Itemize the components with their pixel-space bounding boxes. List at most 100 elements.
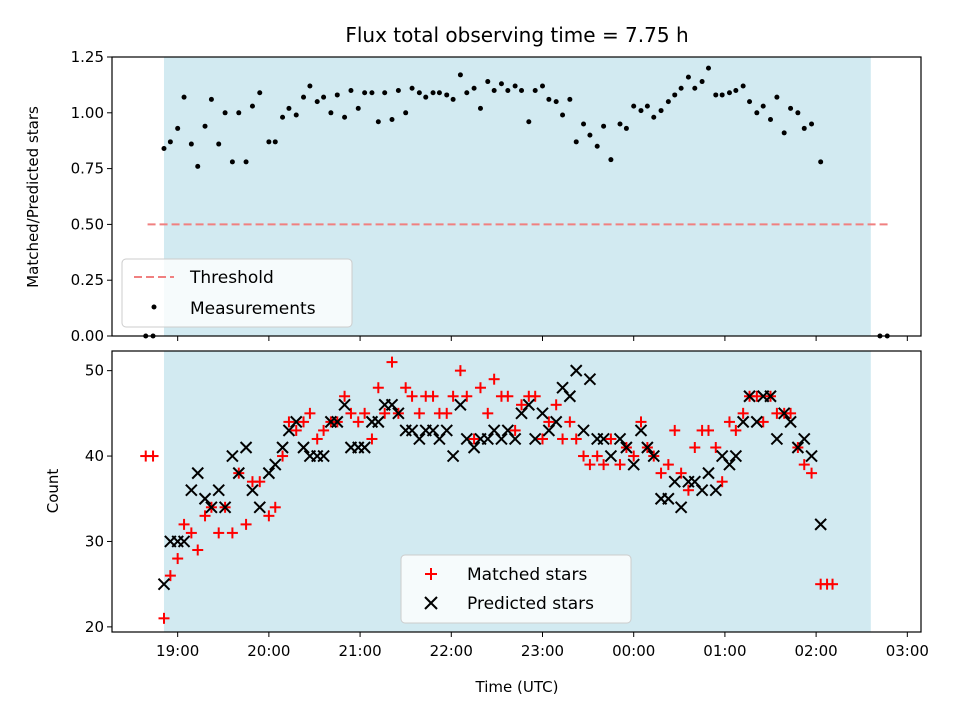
x-tick-label: 03:00: [886, 642, 929, 660]
matched-star-point: [240, 518, 252, 530]
predicted-star-point: [157, 577, 171, 591]
measurement-point: [623, 125, 629, 131]
predicted-star-point: [662, 492, 675, 505]
bottom-y-ticks: 20 30 40 50: [85, 362, 112, 636]
matched-star-point: [366, 433, 378, 445]
matched-star-point: [598, 459, 610, 471]
measurement-point: [788, 105, 794, 111]
measurement-point: [685, 74, 691, 80]
measurement-point: [539, 83, 545, 89]
matched-star-point: [178, 518, 190, 530]
measurement-point: [208, 96, 214, 102]
predicted-star-point: [338, 398, 351, 412]
matched-star-point: [702, 424, 714, 436]
measurement-point: [249, 103, 255, 109]
measurement-point: [369, 90, 375, 96]
matched-star-point: [723, 416, 735, 428]
matched-star-point: [379, 407, 391, 419]
measurement-point: [519, 87, 525, 93]
predicted-star-point: [297, 441, 310, 454]
matched-star-point: [689, 442, 701, 454]
predicted-star-point: [185, 484, 198, 497]
measurement-point: [754, 110, 760, 116]
measurement-point: [692, 85, 698, 91]
matched-star-point: [757, 416, 769, 428]
measurement-point: [477, 105, 483, 111]
matched-star-point: [372, 382, 384, 394]
matched-star-point: [516, 399, 528, 411]
y-tick-label: 0.75: [71, 160, 104, 178]
y-tick-label: 30: [85, 532, 104, 550]
predicted-star-point: [563, 390, 577, 403]
matched-star-point: [345, 407, 357, 419]
measurement-point: [532, 87, 538, 93]
measurement-point: [491, 87, 497, 93]
measurement-point: [423, 94, 429, 100]
measurement-point: [719, 92, 725, 98]
predicted-star-point: [508, 432, 522, 446]
measurement-point: [638, 108, 644, 114]
y-tick-label: 1.00: [71, 104, 104, 122]
measurement-point: [307, 83, 313, 89]
predicted-star-point: [358, 441, 371, 454]
measurement-point: [167, 139, 173, 145]
measurement-point: [505, 87, 511, 93]
matched-star-point: [827, 578, 839, 590]
measurement-point: [243, 159, 249, 165]
measurement-point: [726, 90, 732, 96]
predicted-star-point: [668, 475, 681, 488]
measurement-point: [272, 139, 278, 145]
predicted-star-point: [729, 449, 743, 463]
predicted-star-point: [583, 372, 597, 386]
predicted-star-point: [392, 407, 405, 420]
predicted-star-point: [798, 432, 811, 446]
predicted-star-point: [647, 449, 660, 463]
measurement-point: [188, 141, 194, 147]
measurement-point: [161, 146, 167, 152]
predicted-star-point: [674, 501, 688, 514]
matched-star-point: [413, 407, 425, 419]
matched-star-point: [614, 459, 626, 471]
matched-star-point: [543, 416, 555, 428]
measurement-point: [705, 65, 711, 71]
measurement-point: [348, 87, 354, 93]
measurement-point: [553, 99, 559, 105]
y-tick-label: 0.25: [71, 271, 104, 289]
matched-star-point: [655, 467, 667, 479]
predicted-star-point: [695, 484, 709, 497]
measurement-point: [195, 163, 201, 169]
matched-star-point: [578, 450, 590, 462]
measurement-point: [222, 110, 228, 116]
predicted-star-point: [440, 424, 453, 437]
predicted-star-point: [777, 407, 791, 420]
measurement-point: [321, 94, 327, 100]
matched-star-point: [628, 450, 640, 462]
predicted-star-point: [246, 484, 259, 497]
measurement-point: [382, 90, 388, 96]
predicted-star-point: [177, 535, 191, 548]
matched-star-point: [635, 416, 647, 428]
predicted-star-point: [212, 484, 225, 497]
matched-star-point: [675, 467, 687, 479]
top-y-ticks: 0.00 0.25 0.50 0.75 1.00 1.25: [71, 48, 112, 345]
measurement-point: [665, 99, 671, 105]
measurement-point: [334, 92, 340, 98]
matched-star-point: [311, 433, 323, 445]
predicted-star-point: [536, 407, 549, 420]
predicted-star-point: [549, 415, 563, 429]
predicted-star-point: [467, 441, 481, 454]
matched-star-point: [785, 407, 797, 419]
bottom-x-ticks: 19:00 20:00 21:00 22:00 23:00 00:00 01:00 02:00…: [156, 632, 929, 660]
measurement-point: [658, 108, 664, 114]
matched-star-point: [192, 544, 204, 556]
matched-star-point: [400, 382, 412, 394]
measurement-point: [416, 90, 422, 96]
measurement-point: [362, 90, 368, 96]
x-tick-label: 01:00: [703, 642, 746, 660]
matched-star-point: [359, 407, 371, 419]
measurements-legend-swatch: [151, 304, 157, 310]
measurement-point: [617, 121, 623, 127]
legend-matched-label: Matched stars: [467, 565, 587, 585]
predicted-star-point: [577, 424, 590, 437]
measurement-point: [733, 87, 739, 93]
